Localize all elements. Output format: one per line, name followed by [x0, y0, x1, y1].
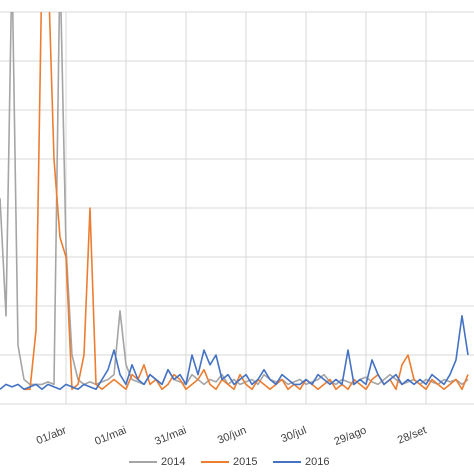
series-line — [0, 315, 469, 391]
x-tick-label: 01/mai — [93, 424, 128, 447]
labels: 01/abr 01/mai 31/mai 30/jun 30/jul 29/ago 28/s… — [35, 424, 428, 468]
series-line — [0, 12, 469, 386]
x-tick-label: 29/ago — [333, 424, 369, 448]
x-tick-label: 28/set — [396, 424, 428, 446]
x-tick-label: 30/jun — [216, 424, 248, 446]
legend-label: 2016 — [305, 456, 329, 468]
x-tick-label: 01/abr — [35, 424, 69, 447]
legend-label: 2014 — [161, 456, 185, 468]
grid — [0, 11, 474, 405]
x-tick-label: 31/mai — [153, 424, 188, 447]
x-tick-label: 30/jul — [279, 424, 308, 445]
legend-label: 2015 — [233, 456, 257, 468]
plot-area — [0, 12, 469, 391]
